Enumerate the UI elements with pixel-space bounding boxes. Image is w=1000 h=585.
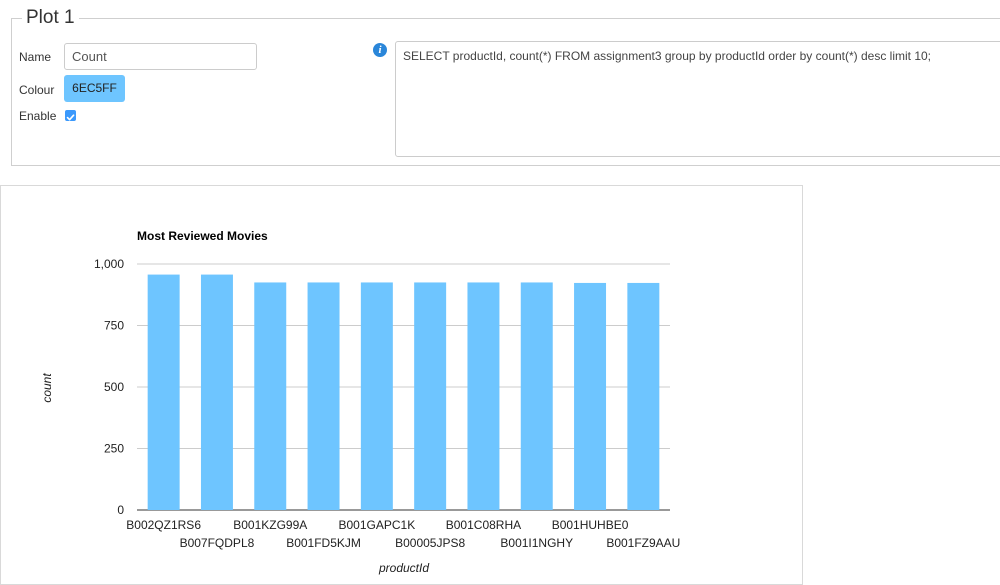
bar-b001fd5kjm[interactable]	[307, 282, 340, 510]
y-tick-label: 250	[104, 442, 124, 456]
bar-b001c08rha[interactable]	[467, 282, 500, 510]
query-textarea[interactable]: SELECT productId, count(*) FROM assignme…	[395, 41, 1000, 157]
bar-chart: 0 250 500 750 1,000 B002QZ1RS6 B007FQDPL8 B001K…	[40, 229, 680, 575]
bar-b001fz9aau[interactable]	[627, 282, 660, 510]
x-tick-label: B001I1NGHY	[500, 536, 573, 550]
checkmark-icon	[66, 114, 75, 121]
y-tick-label: 1,000	[94, 257, 124, 271]
x-tick-label: B007FQDPL8	[180, 536, 255, 550]
x-tick-label: B001HUHBE0	[552, 518, 629, 532]
y-tick-label: 0	[117, 503, 124, 517]
enable-label: Enable	[19, 109, 57, 123]
x-axis-label: productId	[378, 561, 429, 575]
chart-title: Most Reviewed Movies	[137, 229, 268, 243]
bar-b007fqdpl8[interactable]	[200, 274, 233, 510]
plot-settings-panel	[11, 18, 1000, 166]
bar-b001gapc1k[interactable]	[360, 282, 393, 510]
bar-b001i1nghy[interactable]	[520, 282, 553, 510]
bar-b002qz1rs6[interactable]	[147, 274, 180, 510]
x-tick-label: B001KZG99A	[233, 518, 307, 532]
x-tick-label: B001C08RHA	[446, 518, 521, 532]
chart-panel: 0 250 500 750 1,000 B002QZ1RS6 B007FQDPL8 B001K…	[0, 185, 803, 585]
info-icon[interactable]: i	[373, 43, 387, 57]
colour-label: Colour	[19, 83, 55, 97]
y-tick-label: 500	[104, 380, 124, 394]
bar-b001kzg99a[interactable]	[254, 282, 287, 510]
enable-checkbox[interactable]	[65, 110, 76, 121]
bar-b001huhbe0[interactable]	[574, 282, 607, 510]
x-tick-label: B00005JPS8	[395, 536, 465, 550]
x-tick-label: B001GAPC1K	[338, 518, 415, 532]
colour-picker-button[interactable]: 6EC5FF	[64, 75, 125, 102]
plot-legend: Plot 1	[22, 6, 79, 30]
y-tick-label: 750	[104, 319, 124, 333]
bar-b00005jps8[interactable]	[414, 282, 447, 510]
x-tick-label: B002QZ1RS6	[126, 518, 201, 532]
x-tick-label: B001FD5KJM	[286, 536, 361, 550]
name-input[interactable]	[64, 43, 257, 70]
y-axis-label: count	[40, 373, 54, 403]
name-label: Name	[19, 50, 52, 64]
x-tick-label: B001FZ9AAU	[606, 536, 680, 550]
